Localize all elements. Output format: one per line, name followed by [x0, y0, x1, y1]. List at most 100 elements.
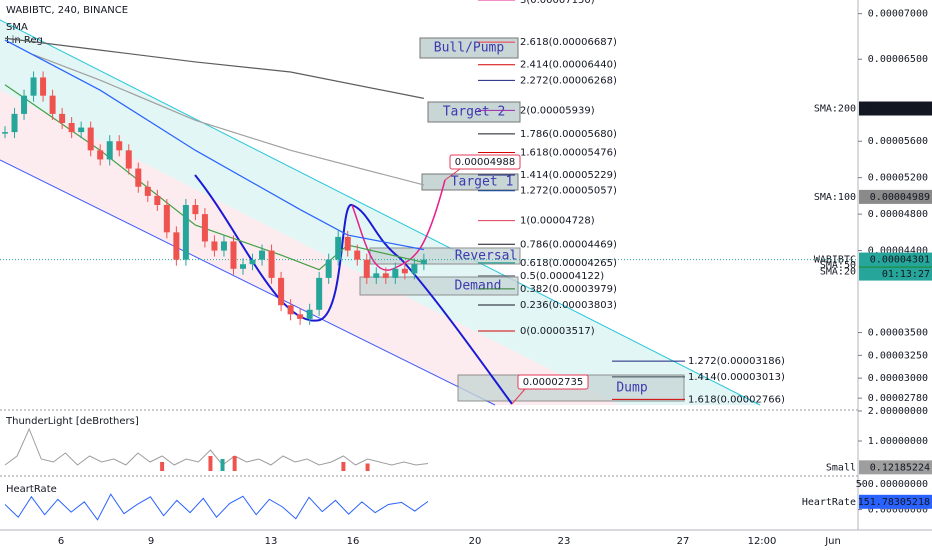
candle-body: [259, 250, 266, 260]
box: [359, 276, 519, 296]
candle-body: [392, 268, 399, 278]
candle-body: [201, 214, 208, 242]
channel-line: [0, 159, 496, 406]
candle-body: [116, 141, 123, 151]
fib-label: 2.272(0.00006268): [520, 75, 617, 86]
candle-body: [240, 264, 246, 269]
fib-label: 0.382(0.00003979): [520, 284, 617, 295]
fib-label: 2.414(0.00006440): [520, 60, 617, 71]
timer-bg: [859, 267, 932, 281]
box: [427, 101, 521, 123]
y-tick-label: 1.00000000: [868, 436, 928, 447]
fib-label: 1.618(0.00002766): [688, 394, 785, 405]
candle-body: [21, 95, 28, 114]
box: [419, 37, 519, 59]
price-tag-name: Small: [826, 462, 856, 473]
callout: [517, 374, 589, 390]
fib-label: 1(0.00004728): [520, 216, 595, 227]
price-tag-name: WABIBTC: [814, 255, 856, 266]
fib-label: 1.414(0.00003013): [688, 372, 785, 383]
annotation: Demand: [455, 279, 502, 294]
price-tag-value: 151.78305218: [858, 497, 930, 508]
annotation: Target 1: [451, 175, 514, 190]
price-tag-name: SMA:20: [820, 267, 856, 278]
candle-body: [220, 241, 227, 251]
fib-label: 1.618(0.00005476): [520, 148, 617, 159]
y-tick-label: 0.00003250: [868, 350, 928, 361]
callout-text: 0.00002735: [523, 377, 583, 388]
indicator-bar: [208, 456, 213, 471]
y-tick-label: 0.00006500: [868, 54, 928, 65]
candle-body: [411, 264, 418, 274]
indicator-bar: [341, 462, 346, 471]
fib-label: 1.786(0.00005680): [520, 129, 617, 140]
candle-body: [173, 232, 180, 260]
candle-body: [192, 205, 199, 215]
price-tag-name: HeartRate: [802, 497, 856, 508]
fib-label: 0(0.00003517): [520, 326, 595, 337]
price-tag-name: SMA:200: [814, 104, 856, 115]
price-tag-name: SMA:100: [814, 192, 856, 203]
candle-body: [125, 150, 132, 169]
indicator-bar: [365, 463, 370, 471]
candle-body: [40, 77, 47, 96]
drawings: [194, 37, 685, 405]
callout: [449, 154, 521, 170]
x-tick-label: 20: [469, 536, 482, 547]
price-tag: [859, 189, 932, 204]
y-tick-label: 0.00004400: [868, 246, 928, 257]
price-tag: [859, 252, 932, 267]
candle-body: [154, 195, 161, 205]
candle-body: [87, 127, 94, 151]
fib-label: 1.272(0.00003186): [688, 356, 785, 367]
candle-body: [297, 314, 304, 319]
candle-body: [2, 132, 8, 134]
candle-body: [163, 205, 170, 233]
price-tag: [859, 494, 932, 509]
candle-body: [11, 113, 18, 133]
candle-body: [59, 113, 66, 123]
fib-label: 1.272(0.00005057): [520, 186, 617, 197]
callout-text: 0.00004988: [455, 157, 515, 168]
candle-body: [230, 241, 237, 269]
callout-pointer: [444, 168, 461, 181]
fib-label: 2.618(0.00006687): [520, 37, 617, 48]
candle-body: [144, 186, 151, 196]
candle-body: [354, 250, 361, 260]
y-tick-label: 0.00003500: [868, 328, 928, 339]
candle-body: [182, 205, 189, 260]
x-tick-label: Jun: [824, 536, 841, 547]
price-tag-value: 0.12185224: [870, 462, 930, 473]
projection-curve: [194, 174, 513, 405]
x-tick-label: 27: [677, 536, 690, 547]
indicator: SMA: [6, 22, 28, 33]
price-tag-value: 0.00005959: [870, 104, 930, 115]
y-tick-label: 0.00005200: [868, 173, 928, 184]
symbol: WABIBTC, 240, BINANCE: [6, 5, 128, 16]
annotation: Dump: [616, 381, 647, 396]
fib-label: 0.786(0.00004469): [520, 239, 617, 250]
candle-body: [363, 259, 370, 278]
channel-lower: [0, 90, 620, 405]
candle-body: [344, 236, 351, 251]
pane-title: HeartRate: [6, 484, 57, 495]
indicator-line: [4, 427, 429, 466]
candle-body: [97, 150, 104, 160]
candle-body: [325, 259, 332, 278]
candle-body: [135, 168, 142, 187]
candle-body: [278, 277, 285, 306]
price-tag-value: 0.00004989: [870, 192, 930, 203]
candle-body: [211, 241, 218, 251]
fib-label: 0.5(0.00004122): [520, 271, 604, 282]
candle-body: [30, 77, 37, 96]
sma-line: [4, 37, 424, 99]
channel-line: [0, 19, 761, 406]
y-tick-label: 0.00003000: [868, 373, 928, 384]
sma-line: [4, 39, 424, 251]
x-tick-label: 13: [265, 536, 278, 547]
box: [421, 173, 519, 191]
candle-body: [306, 309, 313, 319]
indicator-line: [4, 493, 429, 521]
